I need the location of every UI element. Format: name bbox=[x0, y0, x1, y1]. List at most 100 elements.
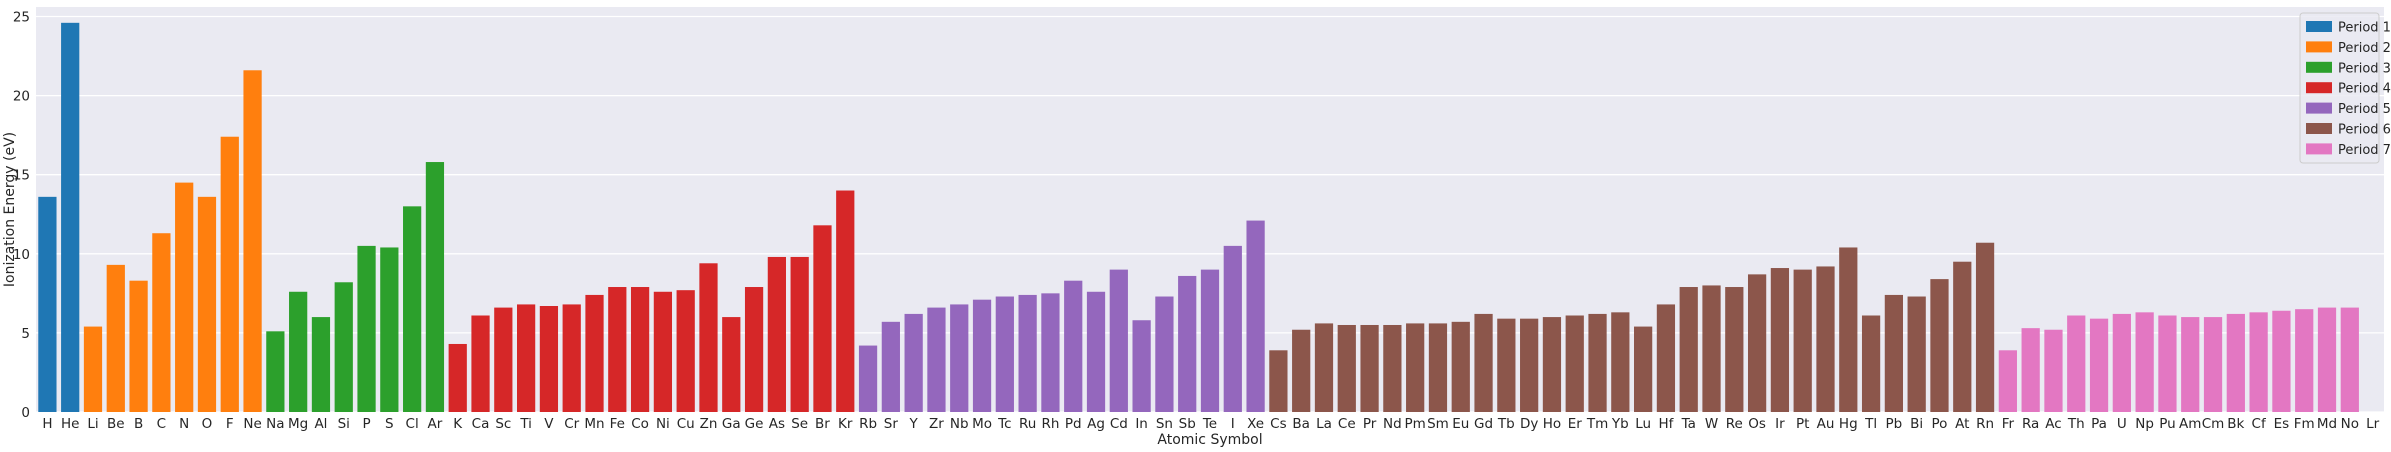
x-tick-label: Cf bbox=[2252, 416, 2267, 432]
x-tick-label: He bbox=[61, 416, 79, 432]
bar-Pr bbox=[1360, 324, 1379, 412]
bar-Tc bbox=[995, 296, 1014, 412]
x-tick-label: Cs bbox=[1270, 416, 1286, 432]
x-tick-label: Ge bbox=[745, 416, 764, 432]
bar-Ar bbox=[425, 162, 445, 412]
x-tick-label: Ti bbox=[519, 416, 532, 432]
x-tick-label: Er bbox=[1568, 416, 1583, 432]
x-tick-label: B bbox=[134, 416, 143, 432]
bar-B bbox=[129, 280, 148, 412]
x-tick-label: Es bbox=[2274, 416, 2290, 432]
legend-swatch bbox=[2306, 61, 2332, 73]
bar-Se bbox=[790, 256, 809, 412]
legend-swatch bbox=[2306, 41, 2332, 53]
x-tick-label: Al bbox=[314, 416, 327, 432]
bar-Cu bbox=[676, 290, 695, 412]
x-tick-label: Tb bbox=[1497, 416, 1515, 432]
x-tick-label: Ba bbox=[1292, 416, 1310, 432]
x-tick-label: Eu bbox=[1452, 416, 1469, 432]
bar-U bbox=[2112, 313, 2131, 412]
x-tick-label: Nb bbox=[950, 416, 969, 432]
bar-Dy bbox=[1520, 318, 1539, 412]
x-tick-label: Y bbox=[909, 416, 919, 432]
x-tick-label: Tc bbox=[997, 416, 1011, 432]
bar-Li bbox=[83, 326, 103, 412]
x-tick-label: Tm bbox=[1586, 416, 1608, 432]
x-tick-label: In bbox=[1135, 416, 1148, 432]
bar-Hf bbox=[1656, 304, 1676, 412]
bar-La bbox=[1314, 323, 1334, 412]
bar-Ir bbox=[1770, 268, 1790, 412]
bar-Er bbox=[1565, 315, 1584, 412]
x-tick-label: Mg bbox=[288, 416, 308, 432]
x-tick-label: Lu bbox=[1635, 416, 1651, 432]
legend-entry: Period 3 bbox=[2338, 61, 2391, 76]
bar-Rn bbox=[1975, 242, 1995, 412]
x-tick-label: Te bbox=[1202, 416, 1217, 432]
bar-Mo bbox=[972, 299, 992, 412]
x-tick-label: At bbox=[1955, 416, 1969, 432]
bar-O bbox=[197, 196, 217, 412]
bar-Cr bbox=[562, 304, 581, 412]
x-tick-label: Ag bbox=[1087, 416, 1105, 432]
bar-Si bbox=[334, 282, 353, 412]
x-tick-label: As bbox=[769, 416, 785, 432]
bar-Sr bbox=[881, 321, 900, 412]
legend-swatch bbox=[2306, 102, 2332, 114]
bar-Po bbox=[1930, 279, 1949, 412]
bar-Cl bbox=[403, 206, 422, 412]
x-tick-label: Ni bbox=[656, 416, 670, 432]
x-tick-label: Br bbox=[815, 416, 830, 432]
x-tick-label: Cr bbox=[564, 416, 579, 432]
x-tick-label: Sm bbox=[1427, 416, 1449, 432]
bar-Pa bbox=[2089, 318, 2109, 412]
x-tick-label: Ru bbox=[1019, 416, 1036, 432]
bar-Mn bbox=[585, 294, 604, 412]
x-tick-label: Zr bbox=[929, 416, 944, 432]
x-tick-label: Am bbox=[2179, 416, 2201, 432]
bar-Tm bbox=[1588, 313, 1607, 412]
x-tick-label: Zn bbox=[700, 416, 718, 432]
bar-Zr bbox=[927, 307, 946, 412]
y-tick-label: 20 bbox=[13, 89, 30, 105]
x-tick-label: Sc bbox=[495, 416, 511, 432]
bar-Co bbox=[630, 287, 650, 412]
bar-Ti bbox=[516, 304, 536, 412]
x-tick-labels: H He Li Be B C N O F Ne Na Mg Al Si P S Cl Ar K Ca Sc Ti V Cr Mn… bbox=[42, 416, 2379, 432]
x-tick-label: Os bbox=[1748, 416, 1766, 432]
bar-Sm bbox=[1428, 323, 1448, 412]
bar-H bbox=[38, 196, 57, 412]
bar-Fm bbox=[2295, 309, 2314, 412]
bar-Cd bbox=[1109, 269, 1128, 412]
bar-Pm bbox=[1406, 323, 1425, 412]
x-tick-label: Lr bbox=[2366, 416, 2380, 432]
bar-Kr bbox=[836, 190, 855, 412]
x-tick-label: Au bbox=[1817, 416, 1835, 432]
bar-Ge bbox=[744, 287, 764, 412]
bar-Pu bbox=[2158, 315, 2177, 412]
x-tick-label: Rh bbox=[1041, 416, 1059, 432]
x-tick-label: La bbox=[1316, 416, 1332, 432]
x-tick-label: Pb bbox=[1886, 416, 1903, 432]
x-tick-label: W bbox=[1705, 416, 1718, 432]
x-axis-label: Atomic Symbol bbox=[1157, 432, 1262, 448]
bar-Re bbox=[1725, 287, 1744, 412]
bar-Ba bbox=[1292, 329, 1311, 412]
x-tick-label: Pr bbox=[1363, 416, 1377, 432]
bar-K bbox=[448, 343, 467, 412]
bar-Rb bbox=[858, 345, 878, 412]
x-tick-label: Rb bbox=[859, 416, 877, 432]
x-tick-label: Hg bbox=[1839, 416, 1858, 432]
bar-Gd bbox=[1474, 313, 1493, 412]
legend-entry: Period 1 bbox=[2338, 21, 2391, 36]
bar-Es bbox=[2272, 310, 2291, 412]
bar-Br bbox=[813, 225, 832, 412]
bar-Na bbox=[266, 331, 285, 412]
x-tick-label: S bbox=[385, 416, 394, 432]
bar-In bbox=[1132, 320, 1151, 412]
x-tick-label: Sn bbox=[1156, 416, 1173, 432]
x-tick-label: V bbox=[544, 416, 554, 432]
x-tick-label: Xe bbox=[1247, 416, 1264, 432]
bar-Zn bbox=[699, 263, 718, 412]
